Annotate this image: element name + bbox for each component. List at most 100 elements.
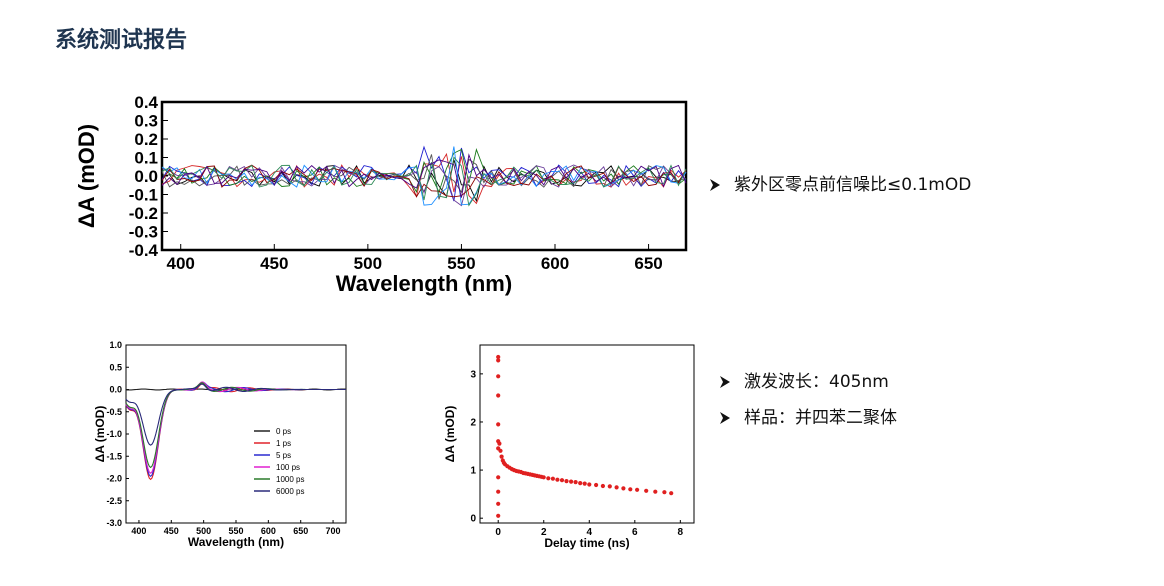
x-axis-label: Wavelength (nm): [188, 535, 284, 549]
bullet-excitation-text: 激发波长：405nm: [744, 372, 889, 392]
y-tick-label: 0.0: [109, 385, 122, 395]
data-point: [550, 476, 555, 481]
data-point: [499, 454, 504, 459]
legend-label: 5 ps: [276, 451, 291, 460]
noise-trace: [161, 164, 687, 198]
x-tick-label: 650: [293, 526, 308, 536]
y-tick-label: 0.4: [134, 93, 158, 112]
noise-trace: [161, 153, 687, 198]
y-axis-label: ΔA (mOD): [93, 406, 107, 463]
noise-trace: [161, 164, 687, 207]
legend: 0 ps 1 ps 5 ps 100 ps 1000 ps 6000 ps: [254, 427, 304, 496]
data-point: [614, 485, 619, 490]
data-point: [582, 481, 587, 486]
kinetics-points: [496, 354, 674, 518]
data-point: [662, 490, 667, 495]
data-point: [621, 486, 626, 491]
x-tick-label: 400: [131, 526, 146, 536]
y-tick-label: 1: [470, 466, 476, 477]
x-tick-label: 550: [447, 254, 475, 273]
page-title: 系统测试报告: [55, 28, 188, 53]
x-tick-label: 450: [260, 254, 288, 273]
arrow-bullet-icon: [710, 179, 720, 191]
x-tick-label: 4: [586, 527, 592, 538]
x-tick-label: 550: [228, 526, 243, 536]
data-point: [496, 501, 501, 506]
data-point: [600, 483, 605, 489]
data-point: [569, 479, 574, 484]
y-tick-label: -0.3: [129, 222, 158, 241]
x-tick-label: 700: [326, 526, 341, 536]
arrow-bullet-icon: [720, 412, 730, 424]
y-tick-label: 0.3: [134, 111, 158, 130]
y-tick-label: -0.5: [106, 407, 122, 417]
data-point: [546, 476, 551, 481]
y-axis-label: ΔA (mOD): [443, 406, 457, 463]
y-tick-label: -2.0: [106, 474, 122, 484]
spectrum-trace: [125, 381, 346, 474]
x-tick-label: 500: [196, 526, 211, 536]
data-point: [564, 479, 569, 484]
x-tick-label: 2: [541, 527, 547, 538]
data-point: [496, 393, 501, 398]
x-tick-label: 500: [354, 254, 382, 273]
data-point: [498, 448, 503, 453]
spectra-traces: [125, 381, 347, 481]
y-axis-label: ΔA (mOD): [74, 124, 99, 228]
bullet-sample-text: 样品：并四苯二聚体: [744, 408, 897, 428]
data-point: [628, 487, 633, 492]
data-point: [594, 482, 599, 488]
y-tick-label: 3: [470, 369, 476, 380]
data-point: [497, 441, 502, 446]
y-tick-label: 0: [470, 514, 476, 525]
data-point: [653, 489, 658, 494]
x-tick-label: 8: [678, 527, 684, 538]
data-point: [555, 477, 560, 482]
x-tick-label: 650: [634, 254, 662, 273]
data-point: [496, 422, 501, 427]
data-point: [587, 482, 592, 487]
y-tick-label: 1.0: [109, 340, 122, 350]
data-point: [496, 374, 501, 379]
y-tick-label: 2: [470, 417, 476, 428]
legend-label: 1 ps: [276, 439, 291, 448]
noise-trace: [161, 156, 687, 207]
y-tick-label: 0.2: [134, 130, 158, 149]
data-point: [578, 481, 583, 486]
x-tick-label: 600: [261, 526, 276, 536]
y-tick-label: -0.1: [129, 185, 158, 204]
noise-trace: [161, 146, 687, 206]
y-tick-label: -3.0: [106, 518, 122, 528]
x-axis-label: Wavelength (nm): [336, 271, 512, 296]
x-tick-label: 6: [632, 527, 638, 538]
x-tick-label: 600: [541, 254, 569, 273]
transient-spectra-chart: 400 450 500 550 600 650 700 1.0 0.5 0.0 -0.5 -1.0 -1…: [93, 340, 347, 549]
data-point: [496, 489, 501, 494]
kinetics-chart: 0 2 4 6 8 3 2 1 0 Delay time (ns) ΔA (mOD): [443, 344, 695, 550]
legend-label: 100 ps: [276, 463, 300, 472]
data-point: [607, 484, 612, 489]
x-tick-label: 400: [167, 254, 195, 273]
spectrum-trace: [125, 382, 346, 469]
y-tick-label: -1.5: [106, 451, 122, 461]
bullet-excitation: 激发波长：405nm: [720, 367, 889, 392]
x-tick-label: 450: [164, 526, 179, 536]
bullet-snr-text: 紫外区零点前信噪比≤0.1mOD: [734, 175, 972, 195]
data-point: [559, 478, 565, 483]
data-point: [541, 475, 546, 480]
bullet-sample: 样品：并四苯二聚体: [720, 403, 897, 428]
y-tick-label: -0.2: [129, 204, 158, 223]
noise-spectrum-chart: 400 450 500 550 600 6500.40.30.20.10.0-0.1-0.…: [74, 93, 688, 296]
y-tick-label: -0.4: [129, 241, 159, 260]
data-point: [496, 358, 501, 363]
x-tick-label: 0: [495, 527, 501, 538]
noise-traces: [161, 145, 687, 207]
data-point: [496, 475, 501, 480]
legend-label: 0 ps: [276, 427, 291, 436]
y-tick-label: 0.0: [134, 167, 158, 186]
data-point: [496, 354, 501, 360]
spectrum-trace: [125, 383, 346, 446]
y-tick-label: -1.0: [106, 429, 122, 439]
data-point: [669, 491, 674, 496]
arrow-bullet-icon: [720, 376, 730, 388]
